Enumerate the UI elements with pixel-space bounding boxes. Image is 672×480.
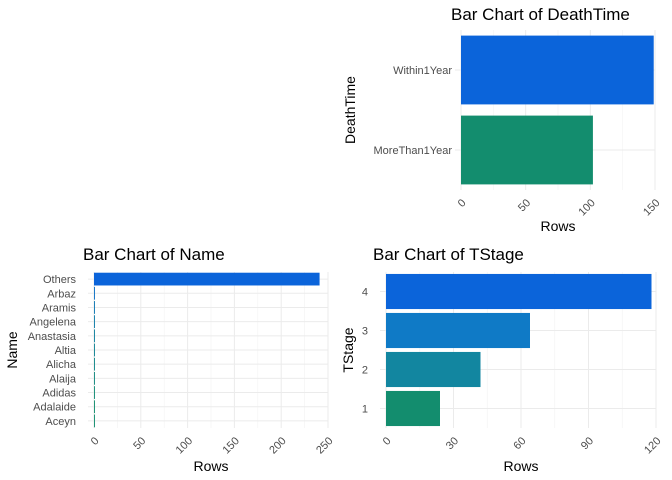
- bar-name-arbaz: [94, 286, 95, 300]
- y-tick-label: Alicha: [46, 359, 77, 371]
- chart-deathtime: MoreThan1Year Within1Year 0 50 100 150 Bar Cha…: [342, 5, 663, 234]
- x-tick-label: 0: [89, 435, 102, 448]
- bar-name-alaija: [94, 371, 95, 385]
- x-tick-label: 50: [516, 197, 533, 214]
- chart-title: Bar Chart of DeathTime: [451, 5, 630, 24]
- y-tick-label: 4: [362, 287, 368, 299]
- x-axis-title: Rows: [540, 218, 575, 234]
- x-tick-label: 90: [579, 435, 596, 452]
- x-tick-label: 150: [641, 197, 662, 218]
- bar-name-adidas: [94, 386, 95, 399]
- x-axis-title: Rows: [503, 458, 538, 474]
- x-tick-label: 0: [456, 197, 469, 210]
- y-tick-label: Others: [43, 274, 77, 286]
- x-tick-label: 100: [576, 197, 597, 218]
- x-tick-label: 250: [314, 435, 335, 456]
- chart-title: Bar Chart of TStage: [373, 245, 524, 264]
- bar-name-adalaide: [94, 400, 95, 414]
- y-axis-title: Name: [4, 331, 20, 369]
- y-tick-label: Anastasia: [28, 331, 77, 343]
- y-tick-label: Adidas: [42, 388, 76, 400]
- chart-tstage: 1 2 3 4 0 30 60 90 120 Bar Chart of TStage Rows TSt…: [340, 245, 664, 474]
- bar-deathtime-within1year: [461, 35, 654, 105]
- bar-deathtime-morethan1year: [461, 115, 593, 185]
- y-tick-label: 2: [362, 365, 368, 377]
- x-tick-label: 200: [267, 435, 288, 456]
- bar-tstage-2: [386, 351, 481, 388]
- y-axis-title: DeathTime: [342, 76, 358, 144]
- x-tick-label: 50: [131, 435, 148, 452]
- y-tick-label: Altia: [55, 345, 77, 357]
- x-tick-label: 30: [444, 435, 461, 452]
- bar-name-aramis: [94, 301, 95, 314]
- bar-tstage-3: [386, 312, 530, 349]
- y-tick-label: 1: [362, 404, 368, 416]
- y-tick-label: Aceyn: [45, 416, 76, 428]
- y-tick-label: Arbaz: [47, 288, 76, 300]
- y-tick-label: MoreThan1Year: [374, 145, 453, 157]
- chart-title: Bar Chart of Name: [83, 245, 225, 264]
- x-tick-label: 150: [220, 435, 241, 456]
- y-tick-label: 3: [362, 326, 368, 338]
- bar-tstage-1: [386, 390, 440, 427]
- y-tick-label: Aramis: [42, 302, 77, 314]
- x-tick-label: 100: [174, 435, 195, 456]
- y-tick-label: Adalaide: [33, 402, 76, 414]
- x-tick-label: 60: [511, 435, 528, 452]
- y-axis-title: TStage: [340, 327, 356, 372]
- bar-tstage-4: [386, 273, 652, 310]
- chart-name: Aceyn Adalaide Adidas Alaija Alicha Altia Anas…: [4, 245, 336, 474]
- bar-name-altia: [94, 343, 95, 357]
- y-tick-label: Alaija: [49, 373, 77, 385]
- bar-name-others: [94, 272, 320, 286]
- bar-name-aceyn: [94, 414, 95, 428]
- x-tick-label: 0: [381, 435, 394, 448]
- x-axis-title: Rows: [193, 458, 228, 474]
- x-tick-label: 120: [642, 435, 663, 456]
- bar-name-angelena: [94, 315, 95, 329]
- bar-name-anastasia: [94, 329, 95, 343]
- bar-name-alicha: [94, 357, 95, 371]
- y-tick-label: Angelena: [30, 317, 77, 329]
- y-tick-label: Within1Year: [393, 65, 452, 77]
